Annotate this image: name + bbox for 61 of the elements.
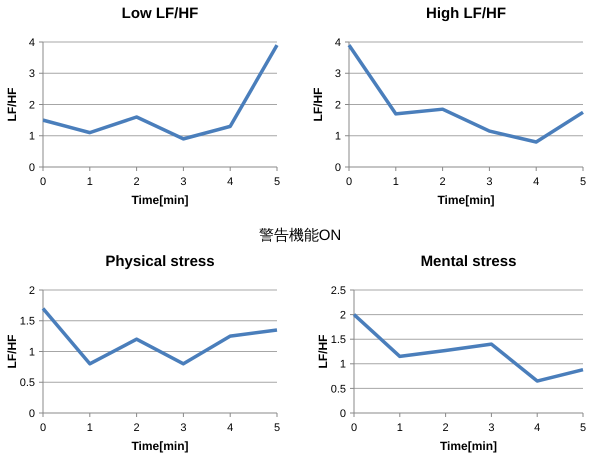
x-axis-title: Time[min] xyxy=(131,439,189,453)
y-tick-label: 1 xyxy=(28,346,35,358)
x-tick-label: 5 xyxy=(580,176,586,188)
y-tick-label: 4 xyxy=(28,36,35,49)
x-axis-title: Time[min] xyxy=(437,193,495,207)
y-tick-label: 0.5 xyxy=(330,383,346,396)
y-tick-label: 0 xyxy=(28,162,35,174)
y-tick-label: 3 xyxy=(334,68,341,80)
y-tick-label: 0 xyxy=(334,162,341,174)
y-axis-title: LF/HF xyxy=(316,334,330,368)
x-tick-label: 1 xyxy=(392,176,399,188)
y-tick-label: 1 xyxy=(334,130,341,143)
y-tick-label: 0 xyxy=(340,408,346,420)
x-tick-label: 4 xyxy=(533,176,540,188)
x-tick-label: 0 xyxy=(40,176,46,188)
x-tick-label: 2 xyxy=(134,176,140,188)
chart-title: Mental stress xyxy=(420,253,516,270)
x-axis-title: Time[min] xyxy=(440,439,498,453)
x-tick-label: 5 xyxy=(274,422,280,434)
y-tick-label: 0.5 xyxy=(20,377,35,390)
y-tick-label: 4 xyxy=(334,36,341,49)
x-tick-label: 3 xyxy=(180,176,186,188)
x-tick-label: 1 xyxy=(86,422,93,434)
chart-title: Physical stress xyxy=(105,253,215,270)
x-tick-label: 3 xyxy=(486,176,492,188)
chart-title: High LF/HF xyxy=(426,5,506,22)
y-tick-label: 1 xyxy=(340,358,346,371)
x-tick-label: 1 xyxy=(86,176,93,188)
y-tick-label: 1 xyxy=(28,130,35,143)
x-tick-label: 5 xyxy=(580,422,586,434)
text: 警告機能ON xyxy=(258,227,342,244)
y-tick-label: 2 xyxy=(334,99,341,112)
y-tick-label: 2 xyxy=(340,309,346,322)
y-tick-label: 1.5 xyxy=(20,316,35,328)
x-tick-label: 2 xyxy=(442,422,449,434)
line-series xyxy=(347,43,585,144)
y-axis-title: LF/HF xyxy=(311,88,325,122)
y-tick-label: 2 xyxy=(28,99,35,112)
x-tick-label: 0 xyxy=(350,422,358,434)
line-series xyxy=(41,306,279,366)
y-tick-label: 0 xyxy=(28,408,35,420)
y-tick-label: 3 xyxy=(28,68,35,80)
x-tick-label: 4 xyxy=(227,176,234,188)
y-axis-title: LF/HF xyxy=(5,88,19,122)
x-tick-label: 3 xyxy=(180,422,186,434)
y-tick-label: 1.5 xyxy=(330,334,346,346)
x-tick-label: 3 xyxy=(488,422,494,434)
y-tick-label: 2 xyxy=(28,284,35,297)
x-axis-title: Time[min] xyxy=(131,193,189,207)
x-tick-label: 2 xyxy=(440,176,446,188)
x-tick-label: 4 xyxy=(227,422,234,434)
x-tick-label: 5 xyxy=(274,176,280,188)
x-tick-label: 4 xyxy=(534,422,540,434)
y-axis-title: LF/HF xyxy=(5,334,19,368)
x-tick-label: 1 xyxy=(396,422,403,434)
chart-title: Low LF/HF xyxy=(122,5,198,22)
x-tick-label: 0 xyxy=(40,422,46,434)
y-tick-label: 2.5 xyxy=(330,284,346,297)
line-series xyxy=(41,43,279,141)
x-tick-label: 2 xyxy=(134,422,140,434)
line-series xyxy=(352,312,585,383)
